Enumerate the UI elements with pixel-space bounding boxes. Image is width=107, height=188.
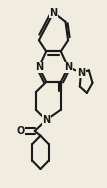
- Text: N: N: [64, 62, 72, 72]
- Text: N: N: [77, 67, 85, 77]
- Text: N: N: [35, 62, 43, 72]
- Text: O: O: [16, 126, 25, 136]
- Text: N: N: [49, 8, 58, 17]
- Text: N: N: [42, 115, 50, 125]
